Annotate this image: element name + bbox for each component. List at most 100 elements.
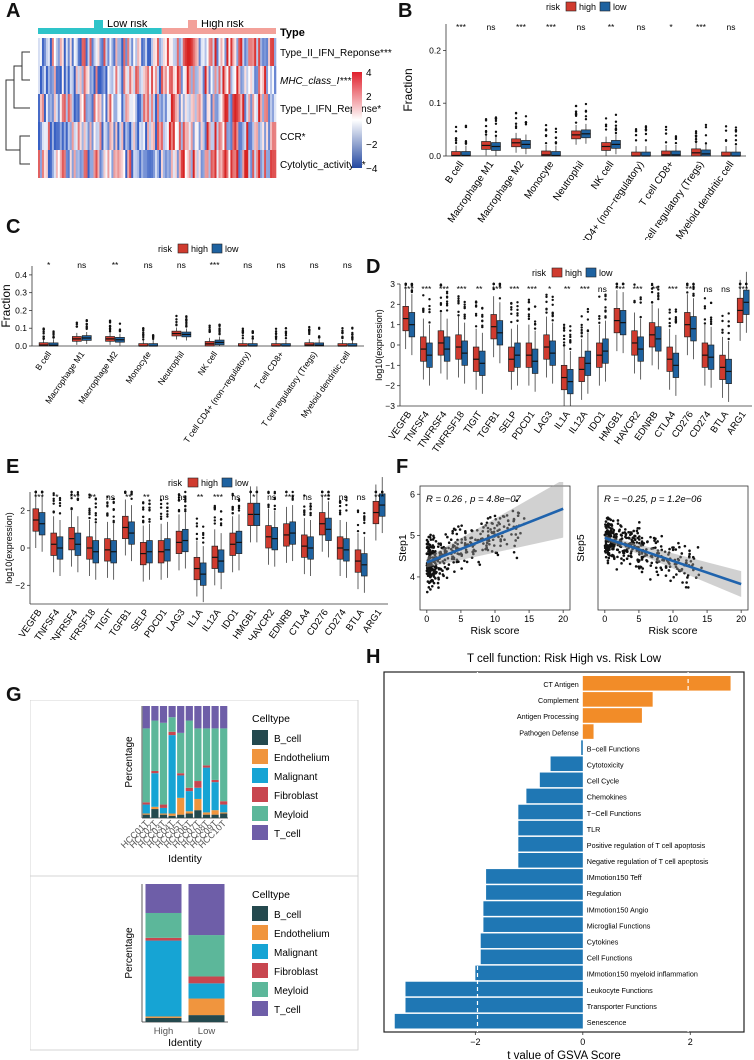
legend-key-endothelium — [252, 749, 268, 764]
heatmap-cell — [246, 38, 249, 66]
outlier-point — [159, 515, 163, 518]
heatmap-cell — [164, 66, 168, 94]
gsva-bar-label: Transporter Functions — [587, 1002, 657, 1011]
gsva-bar-label: B−cell Functions — [587, 744, 640, 753]
significance-label: ns — [77, 260, 86, 270]
outlier-point — [454, 141, 458, 145]
outlier-point — [644, 139, 648, 142]
heatmap-cell — [258, 94, 261, 122]
heatmap-cell — [218, 94, 221, 122]
heatmap-cell — [119, 122, 122, 150]
outlier-point — [514, 125, 518, 128]
outlier-point — [615, 282, 619, 286]
outlier-point — [694, 130, 698, 133]
scatter-point — [502, 525, 506, 528]
scatter-point — [496, 553, 500, 557]
box — [38, 342, 49, 347]
outlier-point — [42, 332, 45, 335]
heatmap-cell — [220, 150, 223, 178]
x-tick-label: 20 — [736, 614, 746, 624]
heatmap-cell — [170, 150, 174, 178]
heatmap-cell — [162, 122, 166, 150]
x-tick-label: 15 — [524, 614, 534, 624]
significance-label: *** — [421, 284, 432, 294]
scatter-point — [632, 529, 636, 533]
outlier-point — [692, 282, 695, 286]
x-tick-label: 0 — [602, 614, 607, 624]
heatmap-cell — [244, 38, 247, 66]
outlier-point — [639, 315, 642, 319]
outlier-point — [494, 119, 498, 123]
heatmap-cell — [47, 150, 51, 178]
heatmap-cell — [139, 150, 142, 178]
heatmap-cell — [184, 122, 188, 150]
heatmap-cell — [131, 150, 134, 178]
heatmap-cell — [264, 122, 267, 150]
scatter-point — [608, 522, 611, 526]
scatter-point — [447, 541, 451, 545]
panel-frame — [30, 700, 359, 877]
outlier-point — [241, 334, 245, 337]
bar-segment-b_cell — [194, 810, 202, 818]
significance-label: *** — [439, 284, 450, 294]
significance-label: *** — [213, 492, 224, 502]
outlier-point — [481, 306, 484, 310]
legend-key-high — [177, 243, 189, 254]
scatter-point — [667, 551, 671, 554]
legend-key-low — [585, 267, 597, 278]
outlier-point — [580, 326, 583, 329]
significance-label: *** — [34, 492, 45, 502]
outlier-point — [351, 333, 354, 336]
y-tick-label: 2 — [20, 506, 25, 516]
heatmap-cell — [190, 94, 193, 122]
outlier-point — [544, 123, 548, 127]
heatmap-cell — [109, 38, 112, 66]
legend-title: risk — [546, 2, 560, 12]
scatter-point — [478, 563, 482, 566]
scatter-point — [606, 559, 610, 562]
scatter-point — [620, 562, 623, 565]
scatter-point — [656, 573, 660, 577]
heatmap-cell — [49, 38, 53, 66]
outlier-point — [175, 318, 178, 321]
scatter-point — [493, 514, 497, 518]
outlier-point — [356, 510, 360, 514]
heatmap-cell — [216, 94, 219, 122]
outlier-point — [604, 128, 608, 131]
heatmap-cell — [190, 122, 193, 150]
outlier-point — [52, 499, 55, 503]
heatmap-cell — [272, 94, 275, 122]
heatmap-cell — [244, 66, 247, 94]
outlier-point — [445, 296, 449, 299]
scatter-point — [498, 528, 501, 531]
heatmap-cell — [147, 94, 150, 122]
outlier-point — [545, 307, 548, 311]
scatter-point — [428, 556, 431, 560]
scatter-point — [672, 575, 675, 579]
outlier-point — [562, 323, 566, 327]
outlier-point — [639, 296, 642, 299]
scatter-point — [429, 565, 433, 568]
outlier-point — [674, 308, 678, 311]
outlier-point — [303, 513, 306, 516]
heatmap-cell — [109, 94, 112, 122]
heatmap-cell — [176, 38, 180, 66]
outlier-point — [562, 326, 566, 329]
heatmap-cell — [143, 122, 146, 150]
bar-segment-meyloid — [145, 912, 182, 938]
heatmap-cell — [65, 38, 69, 66]
outlier-point — [524, 115, 528, 118]
scatter-point — [425, 542, 429, 546]
scatter-point — [618, 550, 621, 554]
heatmap-cell — [113, 38, 116, 66]
x-tick-label: T cell CD8+ — [252, 349, 286, 391]
scatter-point — [616, 548, 620, 552]
outlier-point — [709, 316, 713, 319]
heatmap-cell — [57, 122, 61, 150]
significance-label: *** — [527, 284, 538, 294]
outlier-point — [185, 321, 188, 324]
scatter-point — [515, 556, 519, 560]
heatmap-cell — [81, 38, 84, 66]
outlier-point — [175, 320, 178, 324]
scatter-point — [687, 555, 691, 558]
